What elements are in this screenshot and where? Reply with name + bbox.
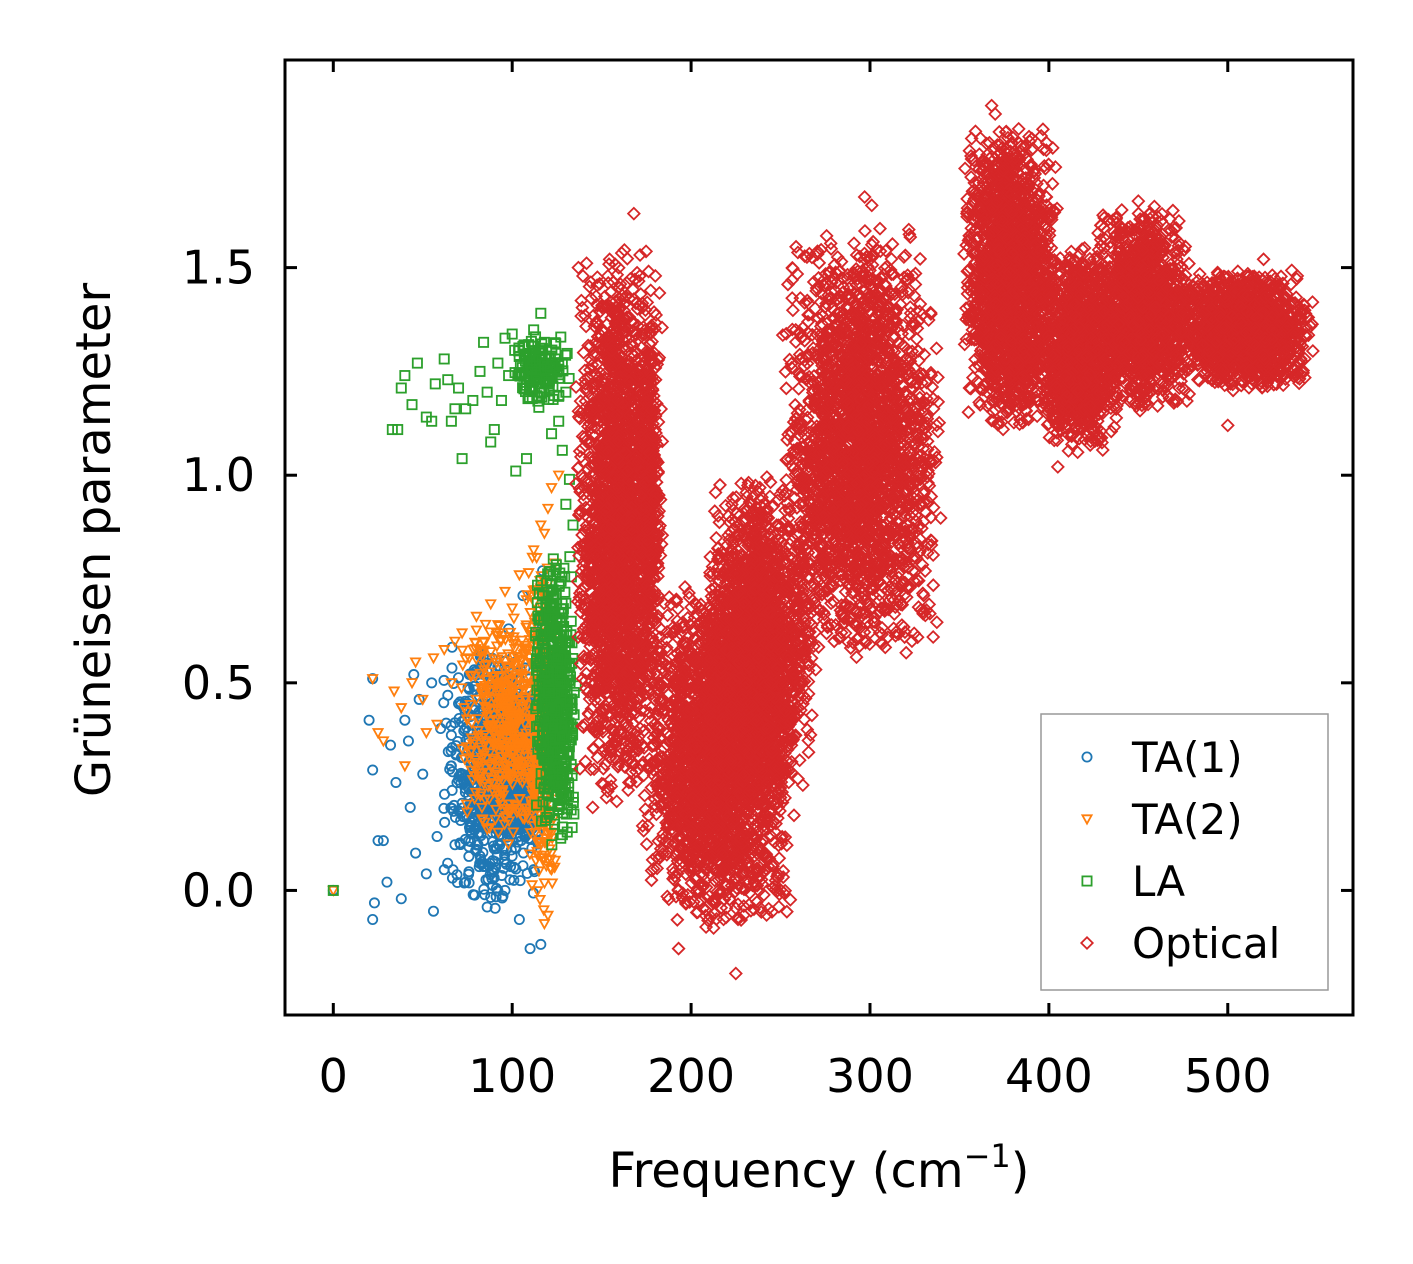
grueneisen-scatter-chart: 0 100 200 300 400 500 0.00.51.01.5 Frequency … [0, 0, 1413, 1264]
